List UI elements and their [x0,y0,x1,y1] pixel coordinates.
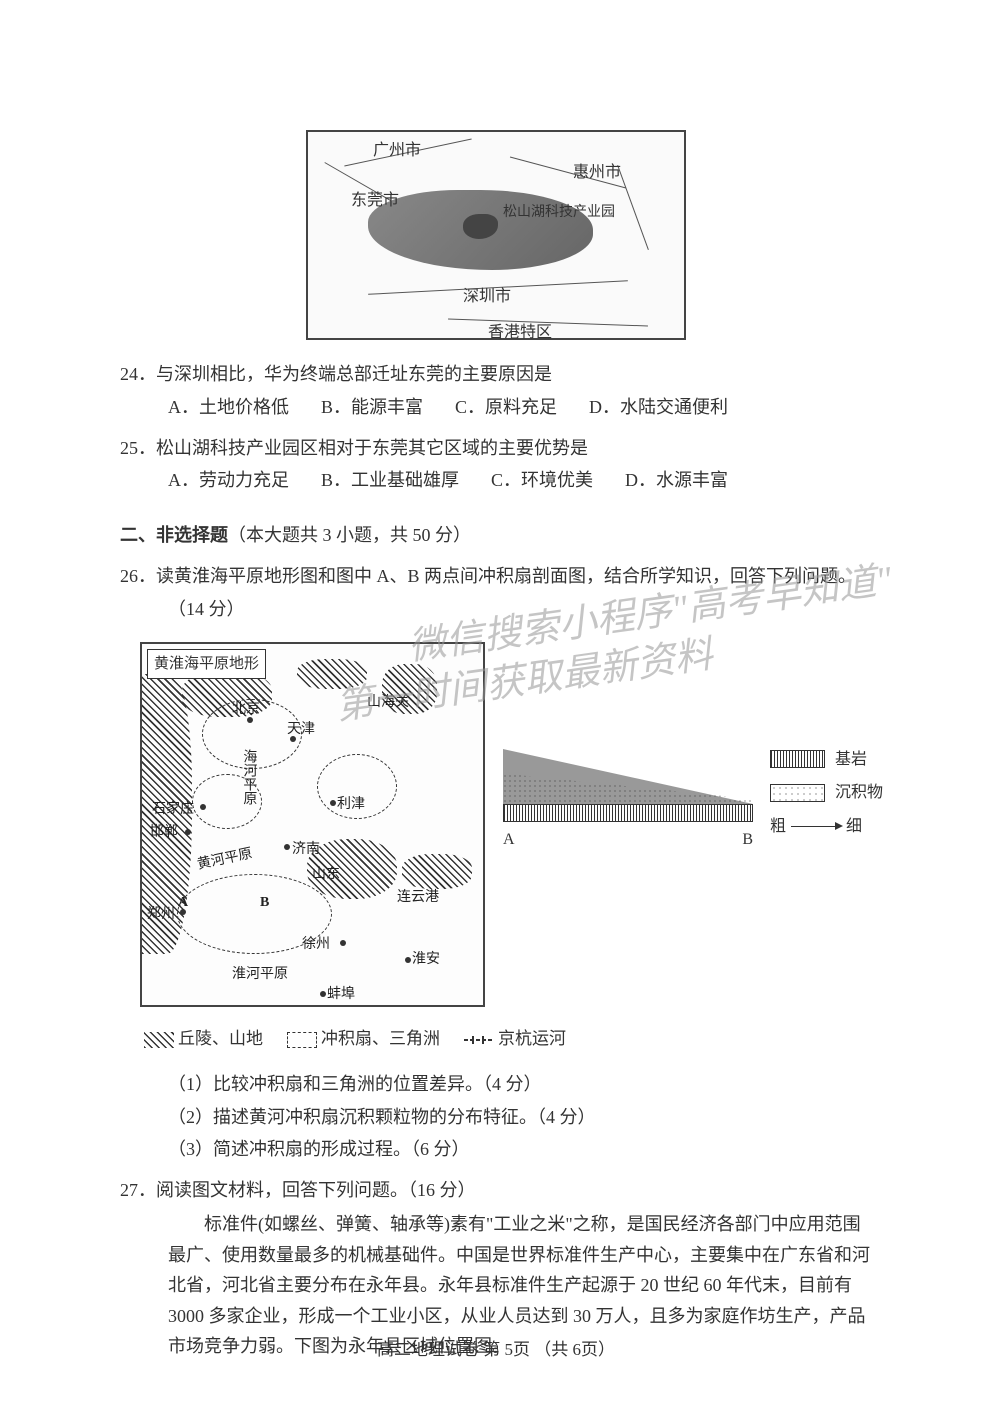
profile-diagram [503,742,753,822]
dot-jinan [284,844,290,850]
legend-hill: 丘陵、山地 [144,1025,263,1052]
huanghuaihai-map-group: 黄淮海平原地形 北京 天津 山海关 石家庄 邯郸 海河平原 利津 济南 黄河平原… [140,642,830,1007]
map-legend-bottom: 丘陵、山地 冲积扇、三角洲 京杭运河 [120,1025,872,1052]
label-huanghe: 黄河平原 [195,843,254,877]
q25-option-c: C．环境优美 [491,466,593,495]
q26-sub-1: （1）比较冲积扇和三角洲的位置差异。（4 分） [168,1070,872,1099]
section-2-title-bold: 二、非选择题 [120,525,228,545]
city-xuzhou: 徐州 [302,934,330,956]
coarse-label: 粗 [770,814,786,840]
q24-option-c: C．原料充足 [455,393,557,422]
q25-stem: 25．松山湖科技产业园区相对于东莞其它区域的主要优势是 [120,434,872,463]
map-title: 黄淮海平原地形 [147,649,266,679]
city-lianyungang: 连云港 [397,887,439,909]
section-2-title-rest: （本大题共 3 小题，共 50 分） [228,525,471,545]
q27-stem: 27．阅读图文材料，回答下列问题。（16 分） [120,1176,872,1205]
hill-label: 丘陵、山地 [178,1029,263,1048]
canal-label: 京杭运河 [498,1029,566,1048]
dongguan-label: 东莞市 [351,188,399,214]
map-boundary-line [617,165,649,250]
q25-options: A．劳动力充足 B．工业基础雄厚 C．环境优美 D．水源丰富 [120,466,872,495]
point-b: B [260,892,269,914]
q24-option-d: D．水陆交通便利 [589,393,728,422]
profile-label-b: B [742,827,753,853]
q25-option-b: B．工业基础雄厚 [321,466,459,495]
city-bengbu: 蚌埠 [327,984,355,1006]
q25-option-d: D．水源丰富 [625,466,728,495]
grain-size-arrow: 粗 细 [770,814,883,840]
page-footer: 高二地理试卷 第 5页 （共 6页） [0,1336,992,1363]
city-shanhaiguan: 山海关 [367,692,409,714]
city-tianjin: 天津 [287,719,315,741]
sediment-swatch [770,784,825,802]
question-27: 27．阅读图文材料，回答下列问题。（16 分） 标准件(如螺丝、弹簧、轴承等)素… [120,1176,872,1362]
guangzhou-label: 广州市 [373,138,421,164]
huanghuaihai-map: 黄淮海平原地形 北京 天津 山海关 石家庄 邯郸 海河平原 利津 济南 黄河平原… [140,642,485,1007]
q24-option-a: A．土地价格低 [168,393,289,422]
q26-stem-2: （14 分） [120,595,872,624]
hatch-icon [144,1032,174,1048]
city-beijing: 北京 [232,699,260,721]
city-shijiazhuang: 石家庄 [152,799,194,821]
q26-stem-1: 26．读黄淮海平原地形图和图中 A、B 两点间冲积扇剖面图，结合所学知识，回答下… [120,562,872,591]
legend-fan: 冲积扇、三角洲 [287,1025,440,1052]
profile-panel: A B 基岩 沉积物 粗 细 [503,642,813,1007]
question-24: 24．与深圳相比，华为终端总部迁址东莞的主要原因是 A．土地价格低 B．能源丰富… [120,360,872,422]
dot-huaian [405,957,411,963]
question-26: 26．读黄淮海平原地形图和图中 A、B 两点间冲积扇剖面图，结合所学知识，回答下… [120,562,872,624]
dot-lijin [330,800,336,806]
q26-subquestions: （1）比较冲积扇和三角洲的位置差异。（4 分） （2）描述黄河冲积扇沉积颗粒物的… [120,1070,872,1164]
q24-options: A．土地价格低 B．能源丰富 C．原料充足 D．水陆交通便利 [120,393,872,422]
city-huaian: 淮安 [412,949,440,971]
canal-icon [464,1039,494,1041]
profile-label-a: A [503,827,515,853]
question-25: 25．松山湖科技产业园区相对于东莞其它区域的主要优势是 A．劳动力充足 B．工业… [120,434,872,496]
label-haihe: 海河平原 [237,749,259,805]
dot-handan [185,829,191,835]
q26-sub-3: （3）简述冲积扇的形成过程。（6 分） [168,1135,872,1164]
profile-ab-labels: A B [503,827,753,853]
arrow-icon [791,826,841,828]
q26-sub-2: （2）描述黄河冲积扇沉积颗粒物的分布特征。（4 分） [168,1103,872,1132]
city-lijin: 利津 [337,794,365,816]
q24-stem: 24．与深圳相比，华为终端总部迁址东莞的主要原因是 [120,360,872,389]
point-a: A [178,892,188,914]
fine-label: 细 [846,814,862,840]
dongguan-map: 广州市 惠州市 东莞市 松山湖科技产业园 深圳市 香港特区 [306,130,686,340]
fan-label: 冲积扇、三角洲 [321,1029,440,1048]
q25-option-a: A．劳动力充足 [168,466,289,495]
label-shandong: 山东 [312,864,340,886]
city-jinan: 济南 [292,839,320,861]
profile-legend: 基岩 沉积物 粗 细 [770,747,883,840]
hongkong-label: 香港特区 [488,320,552,346]
huizhou-label: 惠州市 [573,160,621,186]
shenzhen-label: 深圳市 [463,284,511,310]
dot-bengbu [320,991,326,997]
east-hills [402,854,472,889]
profile-bedrock [503,804,753,822]
dot-xuzhou [340,940,346,946]
legend-bedrock: 基岩 [770,747,883,773]
city-handan: 邯郸 [150,822,178,844]
dot-shijiazhuang [200,804,206,810]
q24-option-b: B．能源丰富 [321,393,423,422]
songshan-label: 松山湖科技产业园 [503,202,615,224]
sediment-label: 沉积物 [835,780,883,806]
ne-mountains-1 [297,659,367,689]
legend-canal: 京杭运河 [464,1025,566,1052]
city-zhengzhou: 郑州 [147,904,175,926]
bedrock-label: 基岩 [835,747,867,773]
section-2-title: 二、非选择题（本大题共 3 小题，共 50 分） [120,521,872,550]
fan-icon [287,1032,317,1048]
bedrock-swatch [770,750,825,768]
label-huaihe: 淮河平原 [232,964,288,986]
legend-sediment: 沉积物 [770,780,883,806]
